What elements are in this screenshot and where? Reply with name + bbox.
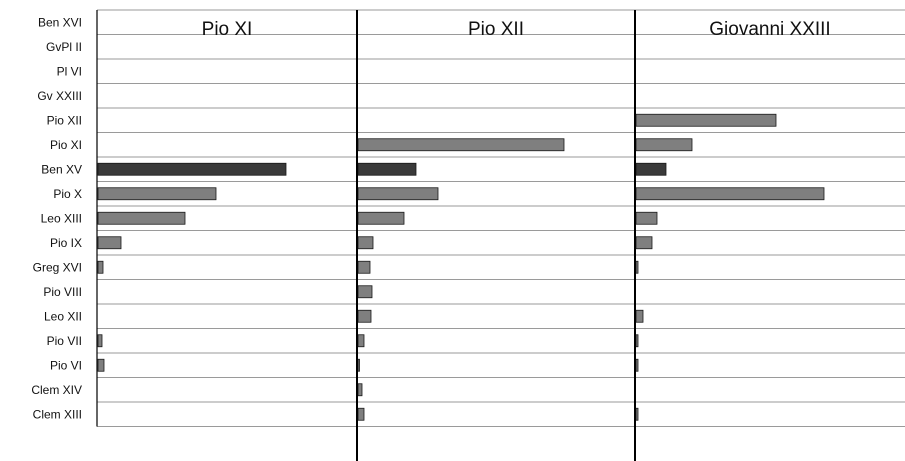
bar — [635, 236, 653, 250]
bar — [635, 309, 644, 323]
bar — [635, 334, 639, 348]
bar — [357, 334, 365, 348]
bar — [97, 236, 122, 250]
panel-title: Giovanni XXIII — [709, 19, 830, 40]
bar — [635, 113, 777, 127]
category-label: Pio IX — [50, 236, 82, 250]
bar — [97, 211, 186, 225]
category-label: Pio VII — [47, 334, 82, 348]
category-label: Pio XI — [50, 138, 82, 152]
bar — [635, 260, 639, 274]
bar — [97, 187, 217, 201]
bar — [97, 162, 287, 176]
category-label: Pio VI — [50, 358, 82, 372]
bar — [357, 309, 372, 323]
bar — [97, 358, 105, 372]
bar — [357, 187, 439, 201]
category-label: Clem XIV — [31, 383, 82, 397]
bar — [357, 138, 565, 152]
bar — [635, 138, 693, 152]
bar — [357, 358, 360, 372]
bar — [357, 383, 363, 397]
category-label: Ben XVI — [38, 15, 82, 29]
bar — [357, 407, 365, 421]
bar — [357, 260, 371, 274]
bar — [357, 211, 405, 225]
panel-title: Pio XII — [468, 19, 524, 40]
category-label: Pio VIII — [43, 285, 82, 299]
category-label: Leo XII — [44, 309, 82, 323]
category-label: Pl VI — [57, 64, 82, 78]
panel-title: Pio XI — [202, 19, 253, 40]
bar — [97, 260, 104, 274]
bar — [635, 187, 825, 201]
bar — [97, 334, 103, 348]
bar — [357, 285, 373, 299]
bar — [635, 358, 639, 372]
category-label: GvPl II — [46, 40, 82, 54]
bar — [635, 211, 658, 225]
bar — [635, 407, 639, 421]
bar — [357, 162, 417, 176]
bar — [635, 162, 667, 176]
category-label: Greg XVI — [33, 260, 82, 274]
category-label: Pio X — [53, 187, 82, 201]
bar — [357, 236, 374, 250]
category-label: Leo XIII — [41, 211, 82, 225]
category-label: Ben XV — [41, 162, 82, 176]
category-label: Gv XXIII — [37, 89, 82, 103]
category-label: Clem XIII — [33, 407, 82, 421]
category-label: Pio XII — [47, 113, 82, 127]
